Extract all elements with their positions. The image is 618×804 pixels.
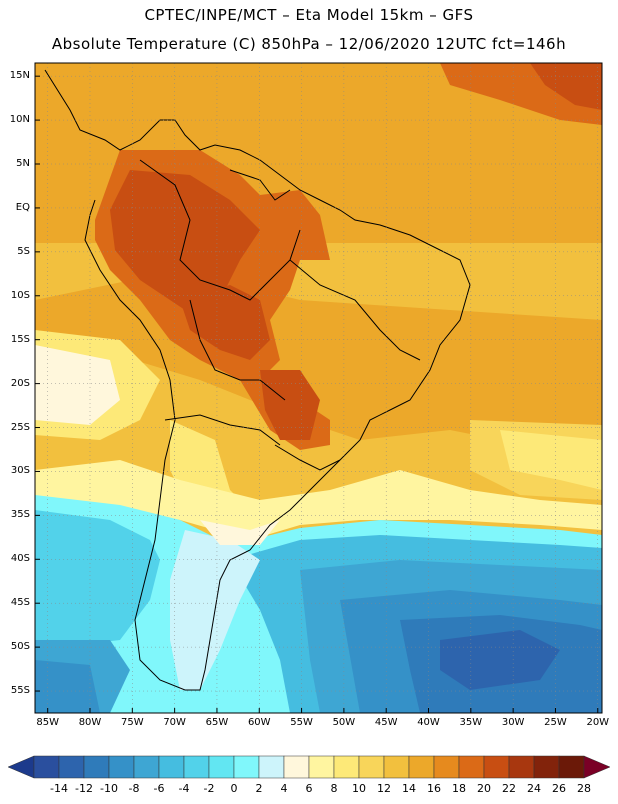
colorbar-swatch bbox=[58, 755, 85, 779]
colorbar-label: -4 bbox=[178, 782, 190, 795]
lon-label: 35W bbox=[459, 717, 483, 728]
lat-label: EQ bbox=[15, 201, 30, 213]
lat-label: 5S bbox=[17, 245, 30, 257]
colorbar bbox=[7, 755, 611, 779]
lon-label: 70W bbox=[163, 717, 186, 728]
colorbar-label: -6 bbox=[153, 782, 165, 795]
lat-label: 45S bbox=[10, 597, 30, 609]
colorbar-swatch bbox=[533, 755, 560, 779]
colorbar-label: 0 bbox=[230, 782, 238, 795]
lon-label: 25W bbox=[544, 717, 567, 728]
lon-label: 85W bbox=[36, 717, 59, 728]
colorbar-label: 16 bbox=[427, 782, 441, 795]
colorbar-swatch bbox=[508, 755, 535, 779]
lat-label: 10N bbox=[9, 114, 30, 126]
lon-label: 45W bbox=[374, 717, 398, 728]
lon-label: 50W bbox=[332, 717, 356, 728]
colorbar-label: 26 bbox=[552, 782, 566, 795]
lat-label: 15S bbox=[10, 333, 30, 345]
lon-label: 20W bbox=[586, 717, 610, 728]
colorbar-swatch bbox=[83, 755, 110, 779]
lat-label: 55S bbox=[10, 685, 30, 697]
map-title-line2: Absolute Temperature (C) 850hPa – 12/06/… bbox=[51, 35, 567, 53]
lat-label: 5N bbox=[16, 158, 30, 169]
axis-ticks bbox=[35, 75, 599, 713]
colorbar-swatch bbox=[208, 755, 235, 779]
colorbar-label: -10 bbox=[100, 782, 118, 795]
colorbar-label: 14 bbox=[402, 782, 416, 795]
colorbar-label: 2 bbox=[255, 782, 263, 795]
lon-label: 30W bbox=[501, 717, 525, 728]
temperature-field bbox=[35, 63, 602, 713]
colorbar-label: 24 bbox=[527, 782, 541, 795]
lon-label: 80W bbox=[78, 717, 102, 728]
colorbar-swatch bbox=[33, 755, 60, 779]
lat-label: 40S bbox=[10, 553, 30, 565]
colorbar-swatch bbox=[483, 755, 510, 779]
colorbar-swatch bbox=[458, 755, 485, 779]
colorbar-label: 10 bbox=[352, 782, 366, 795]
colorbar-swatch bbox=[183, 755, 210, 779]
colorbar-swatch bbox=[233, 755, 260, 779]
lon-label: 40W bbox=[417, 717, 440, 728]
colorbar-label: 6 bbox=[305, 782, 313, 795]
colorbar-swatch bbox=[308, 755, 335, 779]
colorbar-label: -12 bbox=[75, 782, 93, 795]
map-title-line1: CPTEC/INPE/MCT – Eta Model 15km – GFS bbox=[144, 6, 474, 24]
lat-label: 15N bbox=[9, 70, 30, 82]
colorbar-swatch bbox=[133, 755, 160, 779]
lat-label: 20S bbox=[10, 377, 30, 389]
colorbar-label: -8 bbox=[128, 782, 140, 795]
colorbar-swatch bbox=[283, 755, 310, 779]
map-frame bbox=[34, 62, 603, 714]
lat-label: 50S bbox=[10, 641, 30, 653]
colorbar-label: -2 bbox=[203, 782, 215, 795]
colorbar-label: 12 bbox=[377, 782, 391, 795]
colorbar-label: 4 bbox=[280, 782, 288, 795]
colorbar-swatch bbox=[108, 755, 135, 779]
lon-label: 60W bbox=[247, 717, 271, 728]
lat-label: 35S bbox=[10, 509, 30, 521]
colorbar-swatch bbox=[408, 755, 435, 779]
colorbar-label: 20 bbox=[477, 782, 491, 795]
colorbar-label: -14 bbox=[50, 782, 68, 795]
colorbar-swatch bbox=[258, 755, 285, 779]
lon-label: 75W bbox=[121, 717, 144, 728]
colorbar-swatch bbox=[383, 755, 410, 779]
lon-label: 65W bbox=[205, 717, 229, 728]
colorbar-swatch bbox=[358, 755, 385, 779]
colorbar-label: 18 bbox=[452, 782, 466, 795]
colorbar-label: 22 bbox=[502, 782, 516, 795]
colorbar-label: 28 bbox=[577, 782, 591, 795]
colorbar-swatch bbox=[333, 755, 360, 779]
lat-label: 25S bbox=[10, 421, 30, 433]
colorbar-swatch bbox=[433, 755, 460, 779]
lon-label: 55W bbox=[290, 717, 313, 728]
colorbar-swatch bbox=[158, 755, 185, 779]
lat-label: 10S bbox=[10, 289, 30, 301]
graticule bbox=[35, 63, 602, 713]
lat-label: 30S bbox=[10, 465, 30, 477]
coastlines bbox=[44, 69, 471, 691]
colorbar-max-triangle bbox=[583, 755, 611, 779]
colorbar-min-triangle bbox=[7, 755, 35, 779]
colorbar-label: 8 bbox=[330, 782, 338, 795]
colorbar-swatch bbox=[558, 755, 585, 779]
